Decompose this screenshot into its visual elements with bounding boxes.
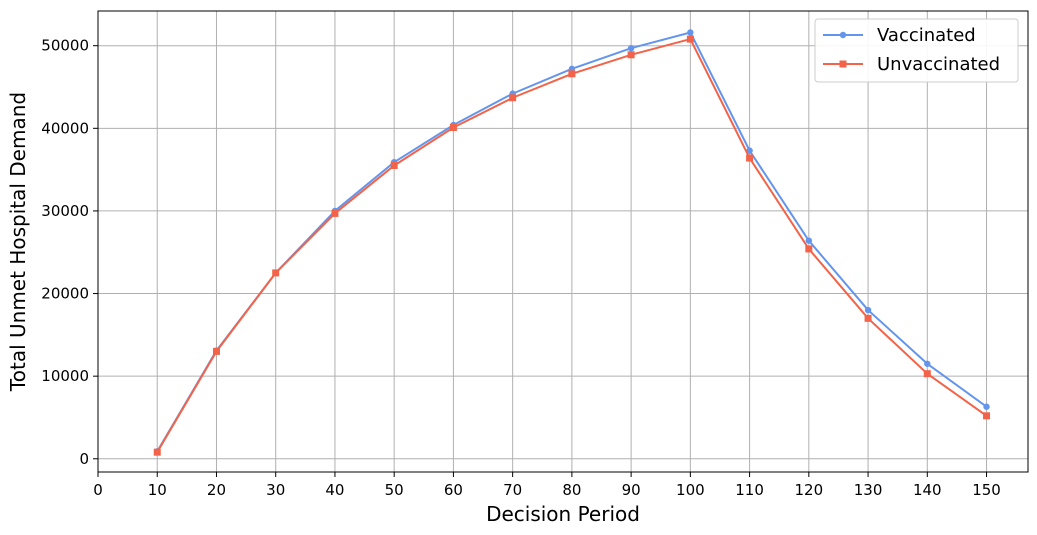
x-tick-label: 40 <box>325 481 344 499</box>
data-point-unvaccinated <box>746 154 754 162</box>
data-point-unvaccinated <box>272 269 280 277</box>
y-tick-label: 20000 <box>41 285 89 303</box>
data-point-vaccinated <box>627 44 635 52</box>
data-point-vaccinated <box>864 306 872 314</box>
data-point-unvaccinated <box>864 314 872 322</box>
legend-label-unvaccinated: Unvaccinated <box>877 54 1000 75</box>
x-tick-label: 150 <box>972 481 1001 499</box>
x-tick-label: 10 <box>148 481 167 499</box>
data-point-vaccinated <box>687 29 694 36</box>
data-point-vaccinated <box>924 360 931 367</box>
data-point-vaccinated <box>983 403 990 410</box>
y-tick-label: 30000 <box>41 202 89 220</box>
data-point-unvaccinated <box>627 51 635 59</box>
data-point-unvaccinated <box>212 347 220 355</box>
data-point-unvaccinated <box>153 448 161 456</box>
data-point-unvaccinated <box>686 35 694 43</box>
series-layer <box>153 29 991 456</box>
legend-marker-unvaccinated <box>839 60 847 68</box>
x-tick-label: 120 <box>795 481 824 499</box>
x-tick-label: 80 <box>562 481 581 499</box>
legend-box <box>814 18 1019 83</box>
x-tick-label: 70 <box>503 481 522 499</box>
y-axis-label: Total Unmet Hospital Demand <box>6 92 30 392</box>
x-tick-label: 30 <box>266 481 285 499</box>
x-tick-label: 110 <box>735 481 764 499</box>
x-tick-label: 90 <box>622 481 641 499</box>
y-tick-label: 40000 <box>41 119 89 137</box>
y-tick-label: 10000 <box>41 367 89 385</box>
data-point-unvaccinated <box>983 412 991 420</box>
data-point-unvaccinated <box>805 245 813 253</box>
x-tick-label: 130 <box>854 481 883 499</box>
ticks: 0 10 20 30 40 50 60 70 80 90 100 110 120 130 140 150 0 10… <box>41 37 1001 499</box>
y-tick-label: 0 <box>79 450 89 468</box>
x-tick-label: 20 <box>207 481 226 499</box>
data-point-unvaccinated <box>568 70 576 78</box>
x-tick-label: 140 <box>913 481 942 499</box>
x-tick-label: 0 <box>93 481 103 499</box>
legend-label-vaccinated: Vaccinated <box>877 25 976 46</box>
y-tick-label: 50000 <box>41 37 89 55</box>
x-tick-label: 60 <box>444 481 463 499</box>
data-point-unvaccinated <box>923 370 931 378</box>
x-tick-label: 50 <box>385 481 404 499</box>
data-point-vaccinated <box>746 147 753 154</box>
x-tick-label: 100 <box>676 481 705 499</box>
data-point-unvaccinated <box>449 123 457 131</box>
data-point-unvaccinated <box>509 94 517 102</box>
x-axis-label: Decision Period <box>486 502 640 526</box>
data-point-vaccinated <box>805 237 813 244</box>
legend: Vaccinated Unvaccinated <box>814 18 1019 83</box>
data-point-unvaccinated <box>390 161 398 169</box>
data-point-unvaccinated <box>331 209 339 217</box>
legend-marker-vaccinated <box>839 31 847 39</box>
plot-frame <box>97 10 1029 473</box>
